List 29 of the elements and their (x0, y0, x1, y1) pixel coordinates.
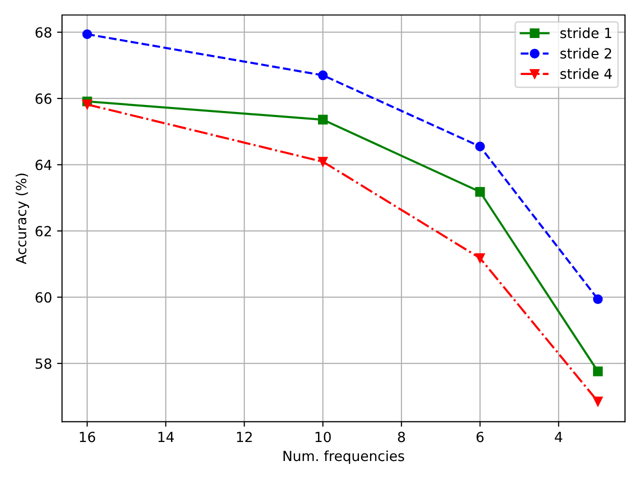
legend-label: stride 2 (560, 48, 612, 59)
x-tick-label: 14 (158, 432, 174, 442)
x-tick-label: 12 (237, 432, 252, 442)
y-tick-label: 58 (36, 358, 52, 369)
legend-label: stride 1 (560, 28, 612, 38)
point (593, 366, 603, 376)
y-tick-label: 68 (36, 27, 52, 38)
legend-label: stride 4 (560, 68, 612, 80)
y-axis-title: Accuracy (%) (16, 174, 30, 264)
y-tick-label: 64 (36, 160, 52, 170)
point (475, 187, 485, 197)
x-tick-label: 6 (476, 432, 484, 442)
x-tick-label: 8 (398, 432, 405, 442)
point (318, 114, 328, 125)
x-tick-label: 4 (554, 432, 562, 442)
point (593, 294, 603, 304)
point (318, 156, 328, 167)
x-tick-label: 16 (80, 432, 96, 442)
point (475, 142, 485, 152)
point (318, 70, 328, 80)
x-axis-title: Num. frequencies (284, 450, 404, 464)
point (82, 29, 92, 40)
point (82, 100, 92, 110)
point (593, 396, 603, 406)
y-tick-label: 60 (36, 292, 52, 303)
y-tick-label: 62 (36, 226, 51, 236)
point (475, 253, 485, 263)
y-tick-label: 66 (36, 93, 52, 104)
x-tick-label: 10 (316, 432, 331, 442)
